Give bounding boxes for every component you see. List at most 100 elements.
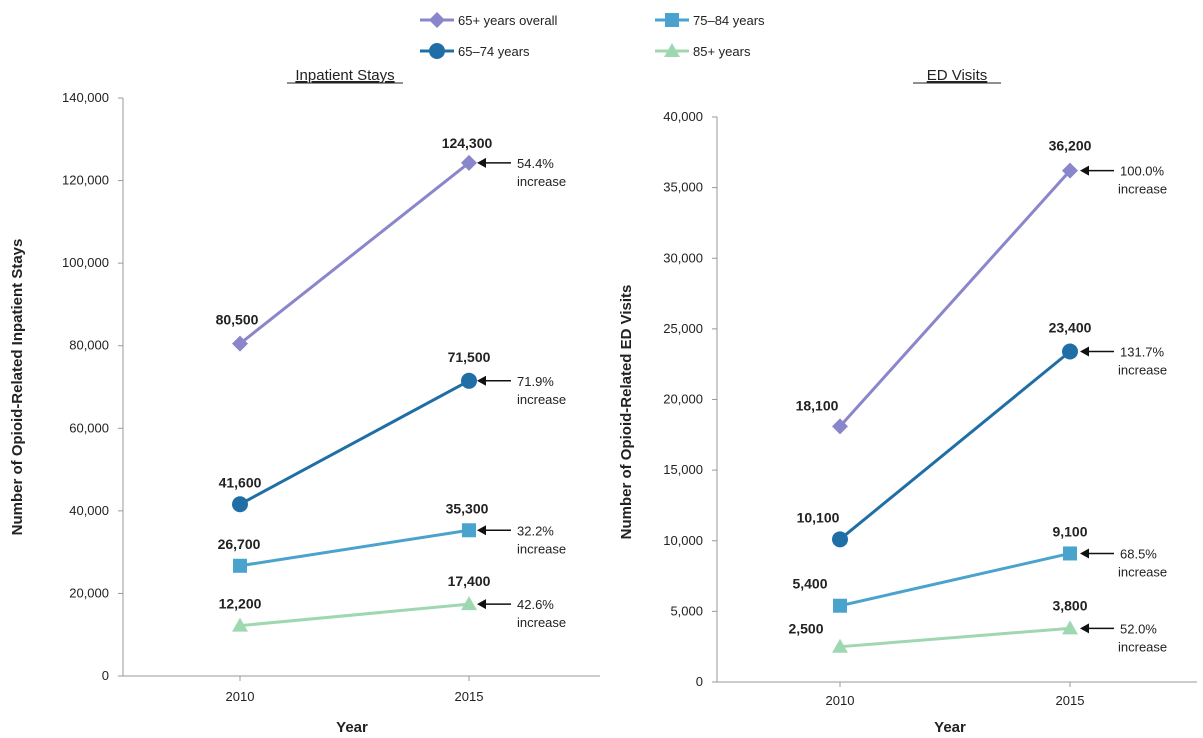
data-label: 5,400 [792, 576, 827, 592]
series-line [239, 528, 470, 568]
annotation-percent: 131.7% [1120, 344, 1165, 359]
data-point [832, 418, 848, 435]
x-tick-label: 2015 [1056, 693, 1085, 708]
y-tick-label: 0 [102, 668, 109, 683]
data-point [1062, 343, 1078, 360]
chart-title: Inpatient Stays [295, 67, 394, 84]
series-line [239, 379, 470, 506]
chart-inpatient-stays: Inpatient Stays 0 20,000 40,000 60,000 80,000… [9, 67, 600, 736]
legend-label: 65–74 years [458, 44, 530, 59]
series-line [839, 551, 1071, 608]
y-axis-title: Number of Opioid-Related Inpatient Stays [9, 239, 26, 536]
data-label: 36,200 [1049, 138, 1092, 154]
annotation-text: increase [1118, 564, 1167, 579]
annotation-arrow-head [1080, 165, 1089, 176]
legend: 65+ years overall 75–84 years 65–74 years 8… [420, 12, 765, 59]
y-tick-label: 5,000 [670, 603, 703, 618]
annotation-percent: 54.4% [517, 156, 554, 171]
data-label: 10,100 [797, 509, 840, 525]
series-65-74-years: 41,600 71,500 71.9% increase [219, 349, 566, 513]
y-tick-label: 15,000 [663, 462, 703, 477]
data-point [1063, 546, 1077, 561]
series-line [839, 626, 1071, 649]
annotation-text: increase [1118, 362, 1167, 377]
data-point [461, 154, 477, 171]
series-65-74-years: 10,100 23,400 131.7% increase [797, 319, 1167, 548]
annotation-arrow-head [1080, 623, 1089, 634]
y-tick-label: 40,000 [663, 109, 703, 124]
data-label: 26,700 [218, 536, 261, 552]
series-line [839, 350, 1071, 541]
series-65-years-overall: 18,100 36,200 100.0% increase [796, 138, 1167, 435]
annotation-text: increase [517, 392, 566, 407]
y-tick-label: 120,000 [62, 173, 109, 188]
annotation-percent: 71.9% [517, 374, 554, 389]
x-tick-label: 2010 [226, 689, 255, 704]
legend-item-65-74-years: 65–74 years [420, 43, 530, 59]
data-label: 18,100 [796, 397, 839, 413]
data-point [232, 496, 248, 513]
data-label: 3,800 [1052, 597, 1087, 613]
x-tick-label: 2015 [455, 689, 484, 704]
annotation-text: increase [517, 174, 566, 189]
y-tick-label: 40,000 [69, 503, 109, 518]
chart-ed-visits: ED Visits 0 5,000 10,000 15,000 20,000 25,000 3… [618, 67, 1197, 736]
data-point [1062, 162, 1078, 179]
data-label: 2,500 [788, 621, 823, 637]
annotation-text: increase [517, 615, 566, 630]
legend-item-65-years-overall: 65+ years overall [420, 12, 557, 28]
data-label: 124,300 [442, 135, 493, 151]
data-label: 9,100 [1052, 523, 1087, 539]
series-75-84-years: 5,400 9,100 68.5% increase [792, 523, 1167, 613]
y-tick-label: 60,000 [69, 420, 109, 435]
data-point [832, 638, 848, 653]
y-axis-title: Number of Opioid-Related ED Visits [618, 285, 635, 540]
legend-marker-triangle [664, 43, 680, 57]
data-point [461, 372, 477, 389]
legend-item-75-84-years: 75–84 years [655, 13, 765, 28]
data-point [232, 335, 248, 352]
annotation-text: increase [1118, 639, 1167, 654]
data-label: 71,500 [448, 349, 491, 365]
data-label: 12,200 [219, 596, 262, 612]
y-tick-label: 80,000 [69, 338, 109, 353]
legend-label: 75–84 years [693, 13, 765, 28]
data-point [232, 617, 248, 632]
data-point [833, 598, 847, 613]
x-axis-title: Year [934, 719, 966, 736]
annotation-arrow-head [477, 157, 486, 168]
chart-title: ED Visits [927, 67, 988, 84]
legend-label: 85+ years [693, 44, 751, 59]
y-tick-label: 140,000 [62, 90, 109, 105]
data-label: 17,400 [448, 573, 491, 589]
data-label: 80,500 [216, 312, 259, 328]
legend-marker-circle [429, 43, 445, 59]
data-label: 41,600 [219, 474, 262, 490]
annotation-percent: 42.6% [517, 597, 554, 612]
legend-label: 65+ years overall [458, 13, 557, 28]
y-tick-label: 30,000 [663, 250, 703, 265]
series-85-years: 12,200 17,400 42.6% increase [219, 573, 566, 632]
series-65-years-overall: 80,500 124,300 54.4% increase [216, 135, 566, 352]
y-tick-label: 100,000 [62, 255, 109, 270]
series-line [239, 161, 470, 345]
legend-marker-diamond [429, 12, 445, 28]
annotation-text: increase [517, 541, 566, 556]
annotation-arrow-head [477, 375, 486, 386]
series-75-84-years: 26,700 35,300 32.2% increase [218, 500, 566, 573]
annotation-percent: 100.0% [1120, 164, 1165, 179]
annotation-percent: 68.5% [1120, 546, 1157, 561]
y-tick-label: 25,000 [663, 321, 703, 336]
y-tick-label: 10,000 [663, 533, 703, 548]
series-line [239, 602, 470, 628]
annotation-percent: 52.0% [1120, 621, 1157, 636]
legend-item-85-years: 85+ years [655, 43, 751, 59]
annotation-text: increase [1118, 182, 1167, 197]
annotation-arrow-head [1080, 548, 1089, 559]
data-point [233, 558, 247, 573]
y-tick-label: 20,000 [69, 585, 109, 600]
annotation-arrow-head [477, 525, 486, 536]
y-tick-label: 0 [696, 674, 703, 689]
data-point [461, 596, 477, 611]
